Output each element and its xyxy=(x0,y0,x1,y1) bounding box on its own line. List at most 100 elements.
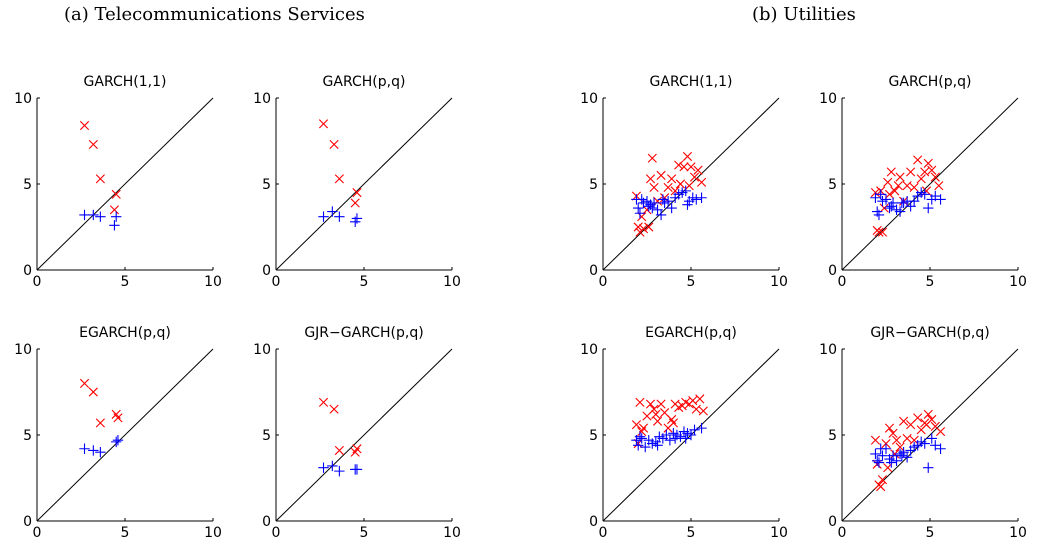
x-tick-label: 10 xyxy=(443,274,461,290)
red-x-marker xyxy=(884,423,895,433)
red-x-marker xyxy=(656,399,666,409)
red-x-marker xyxy=(95,418,105,428)
red-x-marker xyxy=(906,167,916,177)
blue-plus-marker xyxy=(88,445,99,456)
y-tick-label: 10 xyxy=(580,342,598,358)
red-x-marker xyxy=(656,170,666,180)
red-x-marker xyxy=(921,186,932,196)
blue-plus-marker xyxy=(919,189,930,200)
red-x-marker xyxy=(79,378,90,388)
y-tick-label: 5 xyxy=(589,177,598,193)
blue-plus-marker xyxy=(873,457,885,468)
red-x-marker xyxy=(642,205,652,215)
blue-plus-marker xyxy=(870,192,881,203)
blue-plus-marker xyxy=(919,438,930,449)
blue-plus-marker xyxy=(334,465,345,477)
red-x-marker xyxy=(663,182,673,193)
blue-plus-marker xyxy=(636,433,647,444)
blue-plus-marker xyxy=(88,209,99,221)
blue-plus-marker xyxy=(896,197,908,209)
blue-plus-marker xyxy=(696,192,707,203)
blue-plus-marker xyxy=(930,190,941,202)
x-tick-label: 5 xyxy=(926,274,935,290)
red-x-marker xyxy=(652,416,663,426)
blue-plus-marker xyxy=(680,433,691,444)
red-x-marker xyxy=(923,158,933,168)
reference-line-y-equals-x xyxy=(841,348,1019,522)
red-x-marker xyxy=(675,179,686,189)
scatter-panel-b-garch-p-q: GARCH(p,q) 0 5 10 0 5 10 xyxy=(819,74,1027,290)
red-x-marker xyxy=(645,399,656,409)
y-tick-label: 5 xyxy=(23,428,32,444)
blue-plus-marker xyxy=(664,434,676,446)
y-tick-label: 10 xyxy=(253,91,271,107)
blue-plus-marker xyxy=(95,447,106,458)
y-tick-label: 10 xyxy=(14,342,32,358)
red-x-marker xyxy=(113,413,123,423)
blue-plus-marker xyxy=(655,209,667,221)
y-tick-label: 10 xyxy=(819,91,837,107)
scatter-panel-b-gjr-garch-p-q: GJR−GARCH(p,q) 0 5 10 0 5 10 xyxy=(819,325,1027,541)
x-tick-label: 5 xyxy=(121,274,130,290)
red-x-marker xyxy=(934,181,944,191)
red-x-marker xyxy=(682,151,693,162)
x-tick-label: 5 xyxy=(121,525,130,541)
red-x-marker xyxy=(909,435,919,445)
red-x-marker xyxy=(920,167,930,177)
y-tick-label: 5 xyxy=(262,428,271,444)
red-x-marker xyxy=(95,174,105,184)
red-x-marker xyxy=(111,189,121,199)
scatter-panel-a-garch-p-q: GARCH(p,q) 0 5 10 0 5 10 xyxy=(253,74,461,290)
caption-utilities: (b) Utilities xyxy=(752,4,856,25)
y-tick-label: 5 xyxy=(23,177,32,193)
y-tick-label: 0 xyxy=(262,263,271,279)
blue-plus-marker xyxy=(935,443,946,454)
red-x-marker xyxy=(631,420,642,430)
red-x-marker xyxy=(334,174,344,184)
x-tick-label: 0 xyxy=(599,274,608,290)
red-x-marker xyxy=(689,172,700,182)
red-x-marker xyxy=(874,227,884,237)
blue-plus-marker xyxy=(669,433,681,444)
x-tick-label: 0 xyxy=(33,274,42,290)
blue-plus-marker xyxy=(923,462,934,473)
blue-plus-marker xyxy=(640,441,651,453)
red-x-marker xyxy=(895,442,905,452)
blue-plus-marker xyxy=(318,462,329,473)
x-tick-label: 10 xyxy=(1009,525,1027,541)
x-tick-label: 10 xyxy=(204,525,222,541)
red-x-marker xyxy=(913,155,923,165)
blue-plus-marker xyxy=(901,452,913,463)
x-tick-label: 5 xyxy=(926,525,935,541)
y-tick-label: 5 xyxy=(262,177,271,193)
blue-plus-marker xyxy=(95,211,106,222)
red-x-marker xyxy=(88,139,98,150)
red-x-marker xyxy=(651,409,661,419)
x-tick-label: 5 xyxy=(360,525,369,541)
red-x-marker xyxy=(886,167,896,177)
scatter-panel-a-garch-1-1: GARCH(1,1) 0 5 10 0 5 10 xyxy=(14,74,222,290)
blue-plus-marker xyxy=(109,220,120,231)
blue-plus-marker xyxy=(872,455,883,466)
red-x-marker xyxy=(930,172,940,182)
reference-line-y-equals-x xyxy=(36,348,214,522)
red-x-marker xyxy=(674,160,684,170)
x-tick-label: 10 xyxy=(443,525,461,541)
x-tick-label: 5 xyxy=(687,274,696,290)
x-tick-label: 0 xyxy=(838,274,847,290)
blue-plus-marker xyxy=(873,209,885,221)
caption-telecommunications: (a) Telecommunications Services xyxy=(64,4,365,25)
red-x-marker xyxy=(913,413,923,423)
blue-plus-marker xyxy=(896,450,908,461)
red-x-marker xyxy=(876,482,886,492)
blue-plus-marker xyxy=(923,202,934,214)
scatter-panel-a-gjr-garch-p-q: GJR−GARCH(p,q) 0 5 10 0 5 10 xyxy=(253,325,461,541)
red-x-marker xyxy=(691,404,701,414)
blue-plus-marker xyxy=(891,455,902,466)
panel-title: GARCH(p,q) xyxy=(323,74,406,90)
blue-plus-marker xyxy=(886,201,897,212)
red-x-marker xyxy=(318,119,329,129)
y-tick-label: 10 xyxy=(580,91,598,107)
red-x-marker xyxy=(637,212,647,222)
